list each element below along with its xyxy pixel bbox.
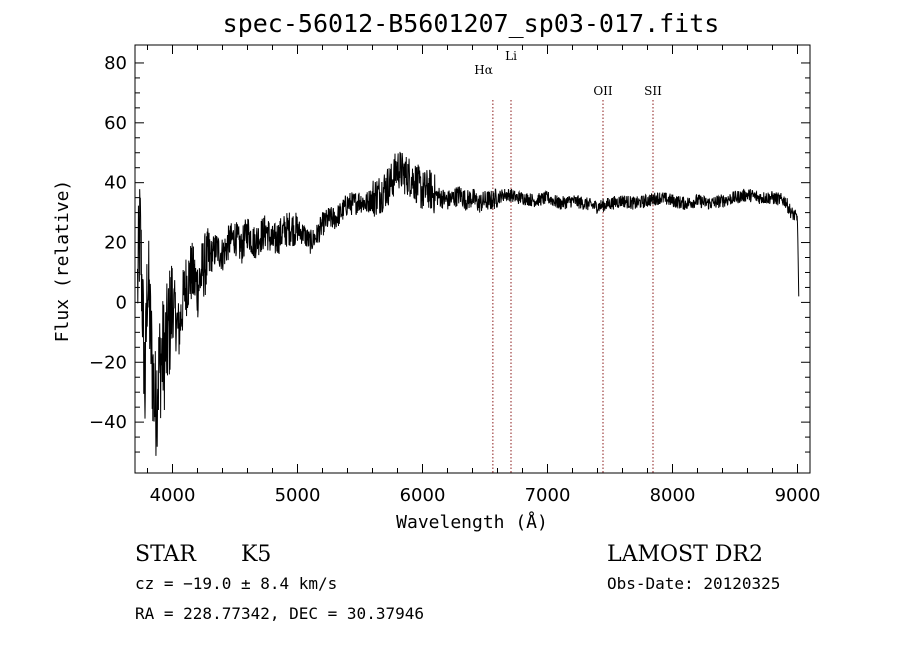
y-axis: −40 −20 0 20 40 60 80	[89, 53, 810, 453]
y-tick-label: 60	[104, 113, 127, 134]
y-axis-label: Flux (relative)	[52, 180, 73, 343]
y-tick-label: 0	[116, 292, 127, 313]
coordinates: RA = 228.77342, DEC = 30.37946	[135, 604, 424, 623]
x-tick-label: 8000	[650, 485, 696, 506]
x-tick-label: 9000	[775, 485, 821, 506]
y-tick-label: 40	[104, 173, 127, 194]
spectral-line-markers: Hα Li OII SII	[474, 49, 662, 473]
spectrum-series	[137, 151, 800, 456]
spectrum-line	[137, 151, 800, 456]
x-tick-label: 7000	[525, 485, 571, 506]
chart-title: spec-56012-B5601207_sp03-017.fits	[223, 9, 720, 38]
observation-date: Obs-Date: 20120325	[607, 574, 780, 593]
x-axis: 4000 5000 6000 7000 8000 9000	[147, 45, 821, 506]
survey-name: LAMOST DR2	[607, 542, 763, 567]
spectral-line-label: OII	[593, 84, 613, 98]
spectral-line-label: Li	[505, 49, 517, 63]
redshift-cz: cz = −19.0 ± 8.4 km/s	[135, 574, 337, 593]
y-tick-label: 80	[104, 53, 127, 74]
plot-area: Hα Li OII SII	[134, 44, 811, 474]
y-tick-label: −20	[89, 352, 127, 373]
x-tick-label: 6000	[400, 485, 446, 506]
x-tick-label: 4000	[150, 485, 196, 506]
spectral-line-label: SII	[644, 84, 662, 98]
y-tick-label: −40	[89, 412, 127, 433]
x-axis-label: Wavelength (Å)	[396, 511, 548, 533]
plot-frame	[134, 44, 811, 474]
spectral-line-label: Hα	[474, 63, 493, 77]
y-tick-label: 20	[104, 233, 127, 254]
object-type: STAR	[135, 542, 197, 567]
x-tick-label: 5000	[275, 485, 321, 506]
spectral-subclass: K5	[241, 542, 271, 567]
